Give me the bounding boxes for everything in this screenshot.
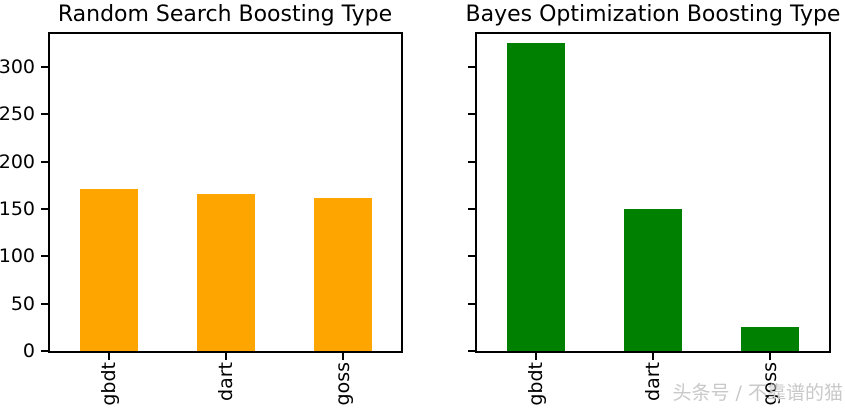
y-axis-tick-label: 0 bbox=[22, 340, 35, 362]
chart-title-random-search: Random Search Boosting Type bbox=[57, 2, 393, 27]
x-axis-tick-mark bbox=[107, 353, 110, 360]
y-axis-tick-mark bbox=[468, 302, 475, 305]
plot-area-bayes-optimization bbox=[475, 32, 831, 353]
y-axis-tick-mark bbox=[468, 255, 475, 258]
y-axis-tick-label: 300 bbox=[0, 56, 35, 79]
y-axis-tick-mark bbox=[41, 113, 48, 116]
y-axis-tick-mark bbox=[468, 350, 475, 352]
x-axis-tick-label-gbdt: gbdt bbox=[524, 362, 547, 406]
y-axis-tick-mark bbox=[41, 66, 48, 69]
y-axis-tick-mark bbox=[468, 66, 475, 69]
y-axis-tick-mark bbox=[468, 208, 475, 211]
y-axis-tick-mark bbox=[468, 113, 475, 116]
y-axis-tick-mark bbox=[41, 302, 48, 305]
bar-gbdt bbox=[507, 43, 565, 351]
bar-dart bbox=[197, 194, 255, 351]
bar-goss bbox=[314, 198, 372, 351]
x-axis-tick-label-goss: goss bbox=[331, 362, 354, 406]
y-axis-tick-label: 100 bbox=[0, 245, 35, 268]
y-axis-tick-mark bbox=[41, 255, 48, 258]
x-axis-tick-label-dart: dart bbox=[642, 362, 664, 401]
plot-area-random-search bbox=[48, 32, 403, 353]
x-axis-tick-label-gbdt: gbdt bbox=[97, 362, 120, 406]
x-axis-tick-mark bbox=[652, 353, 654, 360]
y-axis-tick-label: 250 bbox=[0, 103, 35, 126]
y-axis-tick-label: 200 bbox=[0, 150, 35, 173]
chart-title-bayes-optimization: Bayes Optimization Boosting Type bbox=[465, 2, 841, 27]
y-axis-tick-mark bbox=[41, 160, 48, 163]
x-axis-tick-mark bbox=[769, 353, 772, 360]
y-axis-tick-label: 150 bbox=[0, 198, 35, 221]
x-axis-tick-label-dart: dart bbox=[214, 362, 237, 401]
x-axis-tick-mark bbox=[534, 353, 537, 360]
y-axis-tick-label: 50 bbox=[10, 292, 35, 315]
x-axis-tick-mark bbox=[341, 353, 344, 360]
watermark-text: 头条号 / 不靠谱的猫 bbox=[672, 382, 843, 404]
y-axis-tick-mark bbox=[41, 350, 48, 352]
x-axis-tick-mark bbox=[224, 353, 227, 360]
bar-goss bbox=[741, 327, 799, 351]
bar-gbdt bbox=[80, 189, 138, 351]
y-axis-tick-mark bbox=[468, 160, 475, 163]
bar-dart bbox=[624, 209, 682, 351]
y-axis-tick-mark bbox=[41, 208, 48, 211]
